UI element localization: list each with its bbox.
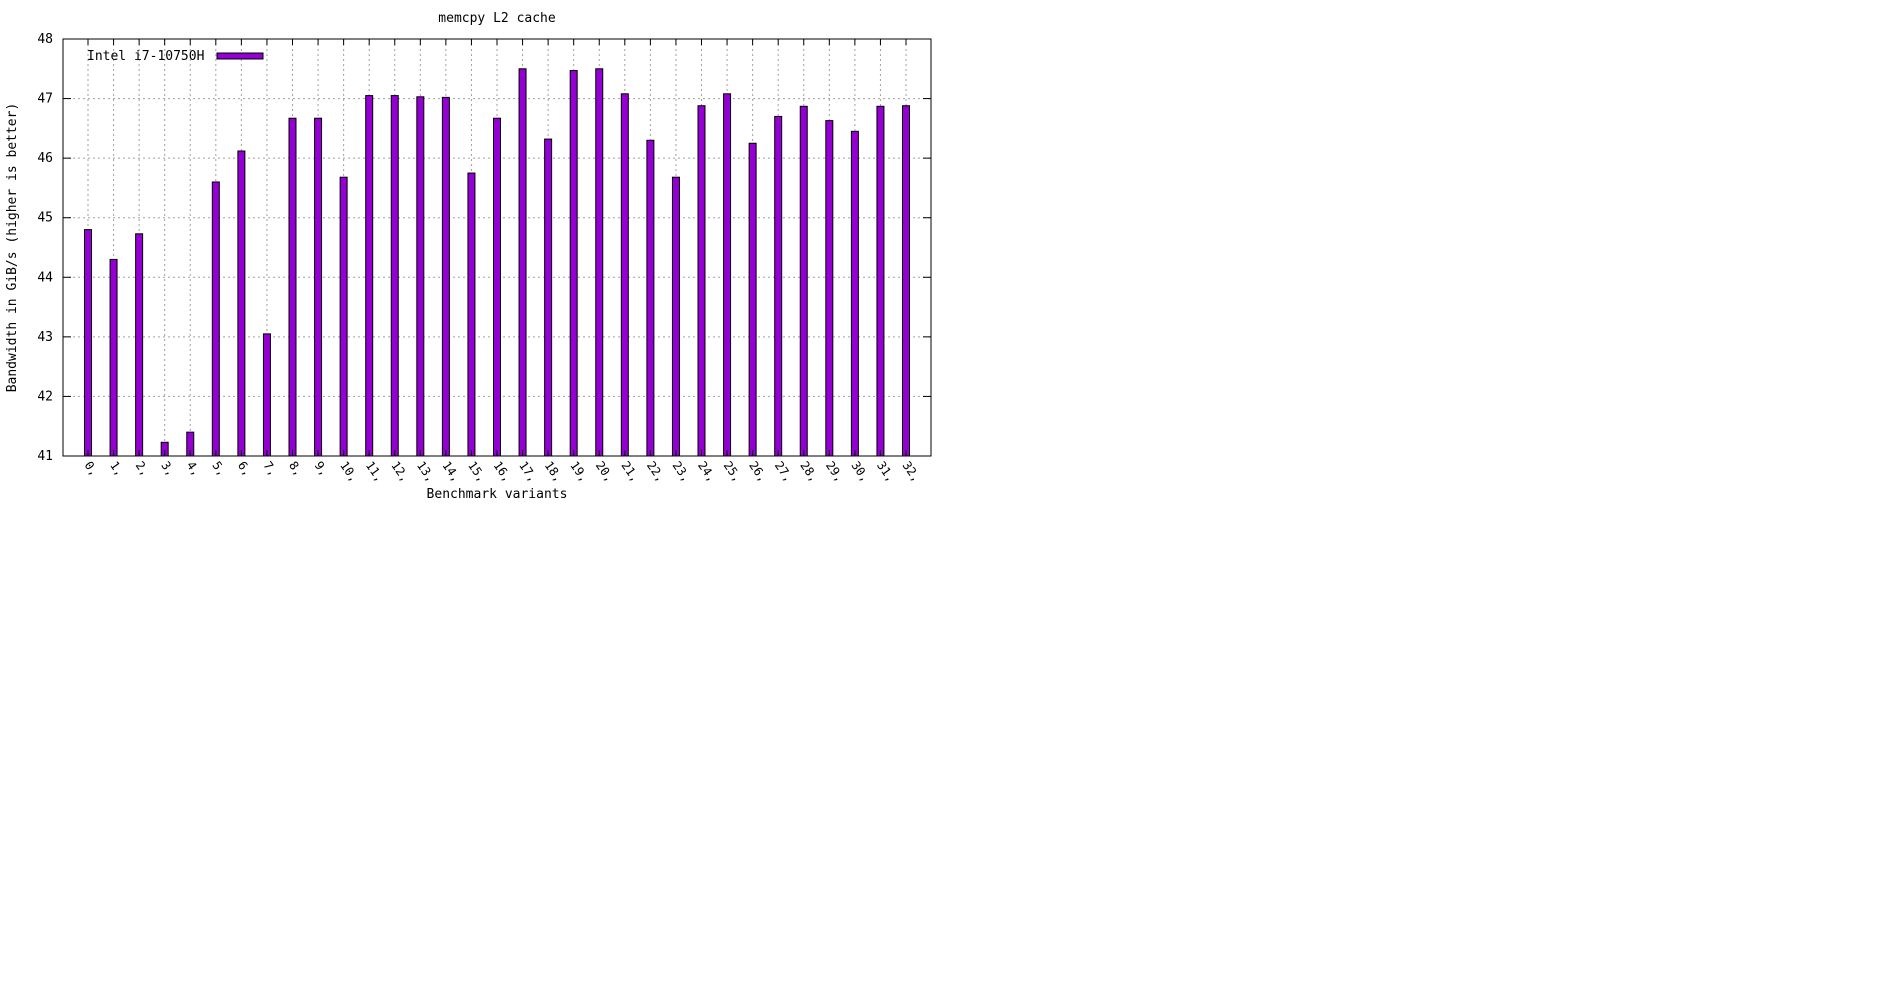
x-tick-label: 9, [312, 459, 332, 479]
legend-swatch [216, 52, 264, 60]
bar-9 [314, 117, 323, 457]
y-tick-label: 47 [37, 92, 53, 107]
bar-19 [569, 70, 578, 457]
y-tick-label: 42 [37, 389, 53, 404]
bar-13 [416, 96, 425, 457]
x-tick-label: 0, [82, 459, 102, 479]
bar-7 [262, 333, 271, 457]
x-tick-label: 4, [184, 459, 204, 479]
x-tick-label: 7, [260, 459, 280, 479]
bar-28 [799, 105, 808, 457]
x-tick-label: 5, [209, 459, 229, 479]
bar-14 [441, 96, 450, 457]
y-tick-labels: 41 42 43 44 45 46 47 48 [37, 32, 53, 464]
bar-0 [84, 229, 92, 457]
ticks-layer [63, 38, 931, 457]
bar-15 [467, 172, 476, 457]
x-tick-label: 2, [133, 459, 153, 479]
y-tick-label: 43 [37, 330, 53, 345]
bar-29 [825, 120, 834, 457]
x-tick-label: 8, [286, 459, 306, 479]
bar-23 [671, 176, 680, 457]
bar-27 [774, 115, 783, 457]
bar-1 [109, 258, 118, 457]
legend-label: Intel i7-10750H [87, 49, 204, 64]
y-tick-label: 44 [37, 270, 53, 285]
legend: Intel i7-10750H [87, 49, 264, 64]
x-tick-label: 6, [235, 459, 255, 479]
bar-6 [237, 150, 246, 457]
x-tick-label: 3, [158, 459, 178, 479]
y-tick-label: 41 [37, 449, 53, 464]
x-tick-label: 1, [107, 459, 127, 479]
bar-30 [850, 130, 859, 457]
bar-32 [902, 105, 910, 457]
bar-12 [390, 95, 399, 457]
y-tick-label: 45 [37, 211, 53, 226]
bar-22 [646, 139, 655, 457]
bar-16 [493, 117, 501, 457]
x-axis-label: Benchmark variants [427, 487, 568, 502]
chart-title: memcpy L2 cache [438, 11, 556, 26]
bar-10 [339, 176, 348, 457]
bar-5 [211, 181, 220, 457]
bars-layer [84, 68, 910, 457]
y-tick-label: 46 [37, 151, 53, 166]
bar-25 [723, 93, 732, 457]
bar-31 [876, 105, 885, 457]
bar-17 [518, 68, 527, 457]
bar-18 [544, 138, 553, 457]
bar-26 [748, 142, 757, 457]
bar-20 [595, 68, 604, 457]
bar-8 [288, 117, 297, 457]
bar-2 [135, 233, 144, 457]
bar-11 [365, 95, 374, 457]
y-tick-label: 48 [37, 32, 53, 47]
bar-24 [697, 105, 706, 457]
y-axis-label: Bandwidth in GiB/s (higher is better) [5, 103, 20, 393]
bar-21 [620, 93, 629, 457]
